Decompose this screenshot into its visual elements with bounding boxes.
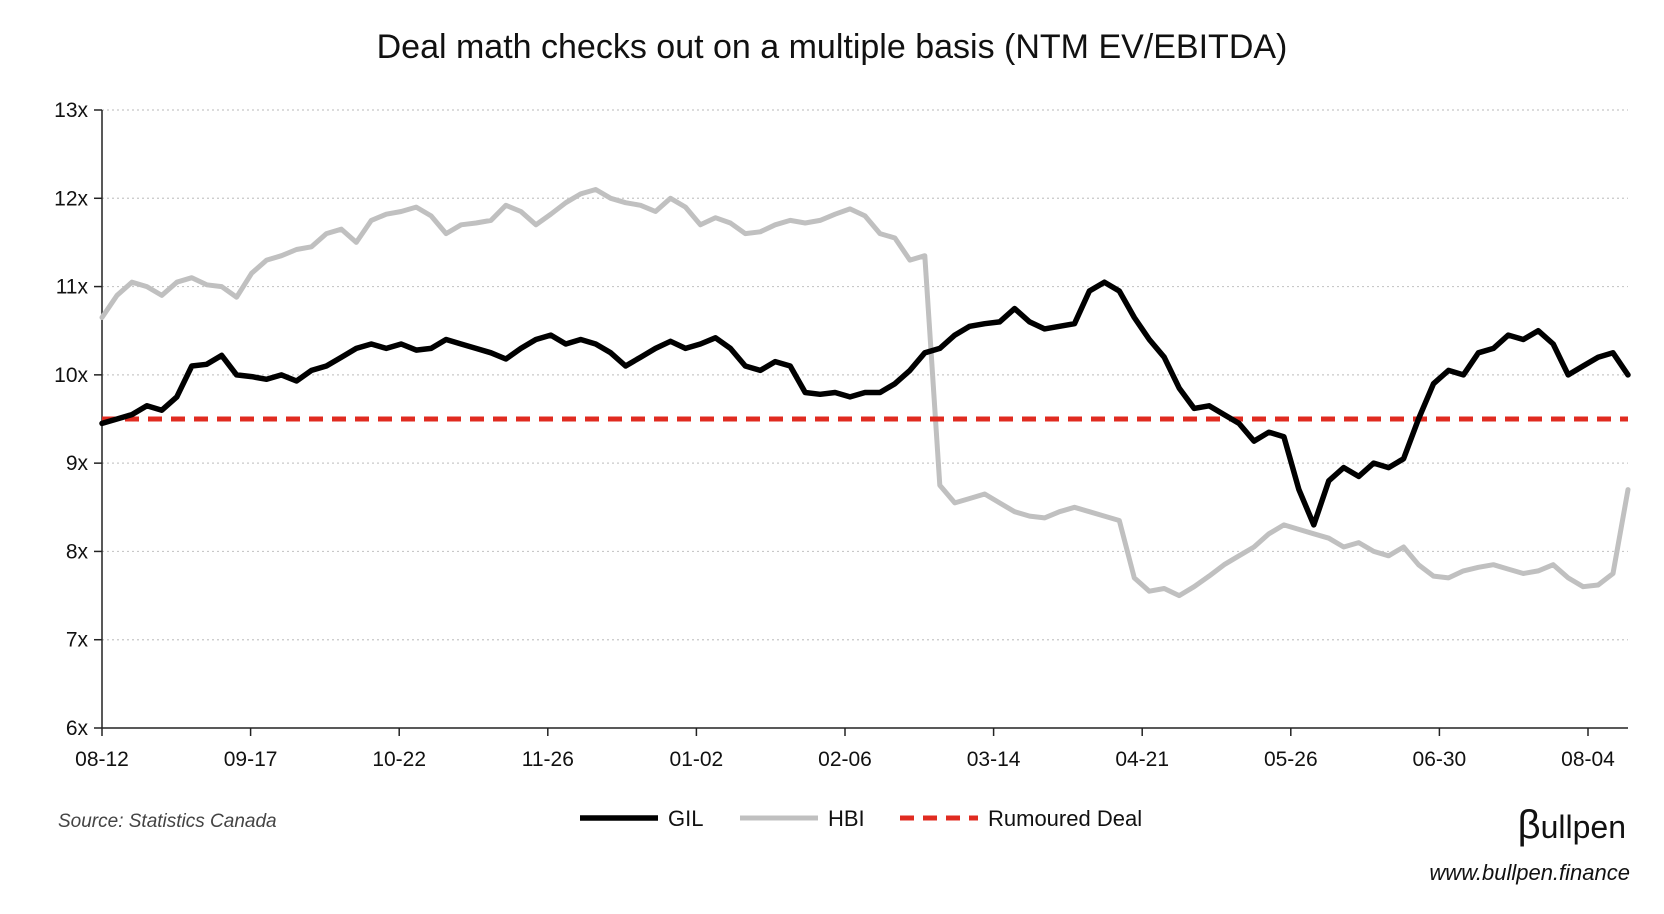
x-tick-label: 03-14 xyxy=(967,748,1021,771)
y-tick-label: 10x xyxy=(54,364,88,387)
y-tick-label: 11x xyxy=(56,276,89,299)
x-tick-label: 10-22 xyxy=(372,748,426,771)
gridlines xyxy=(102,109,1628,641)
x-tick-label: 01-02 xyxy=(670,748,724,771)
axes: 6x 7x 8x 9x 10x 11x 12x 13x 08-12 09-17 10-22 11-26… xyxy=(54,99,1628,771)
x-tick-label: 11-26 xyxy=(522,748,574,771)
x-tick-label: 02-06 xyxy=(818,748,872,771)
series-lines xyxy=(99,187,1631,599)
legend-label: HBI xyxy=(828,806,865,831)
x-tick-label: 08-12 xyxy=(75,748,129,771)
svg-text:βullpen: βullpen xyxy=(1518,803,1626,847)
series-line-gil xyxy=(99,279,1631,528)
y-tick-label: 12x xyxy=(54,187,88,210)
y-tick-label: 7x xyxy=(66,629,89,652)
chart-title: Deal math checks out on a multiple basis… xyxy=(377,28,1288,66)
brand-logo-beta: β xyxy=(1518,803,1541,847)
y-tick-label: 13x xyxy=(54,99,88,122)
x-tick-label: 05-26 xyxy=(1264,748,1318,771)
x-tick-label: 09-17 xyxy=(224,748,278,771)
brand-logo-text: ullpen xyxy=(1541,809,1626,845)
x-tick-label: 04-21 xyxy=(1115,748,1169,771)
legend-label: Rumoured Deal xyxy=(988,806,1142,831)
x-tick-label: 06-30 xyxy=(1413,748,1467,771)
brand-url: www.bullpen.finance xyxy=(1429,860,1630,885)
y-tick-label: 9x xyxy=(66,452,89,475)
series-line-hbi xyxy=(99,187,1631,599)
source-note: Source: Statistics Canada xyxy=(58,811,277,832)
legend-label: GIL xyxy=(668,806,703,831)
x-tick-label: 08-04 xyxy=(1561,748,1615,771)
legend: GIL HBI Rumoured Deal xyxy=(580,806,1142,831)
y-tick-label: 6x xyxy=(66,717,89,740)
brand-logo: βullpen xyxy=(1518,803,1626,847)
y-tick-label: 8x xyxy=(66,540,89,563)
